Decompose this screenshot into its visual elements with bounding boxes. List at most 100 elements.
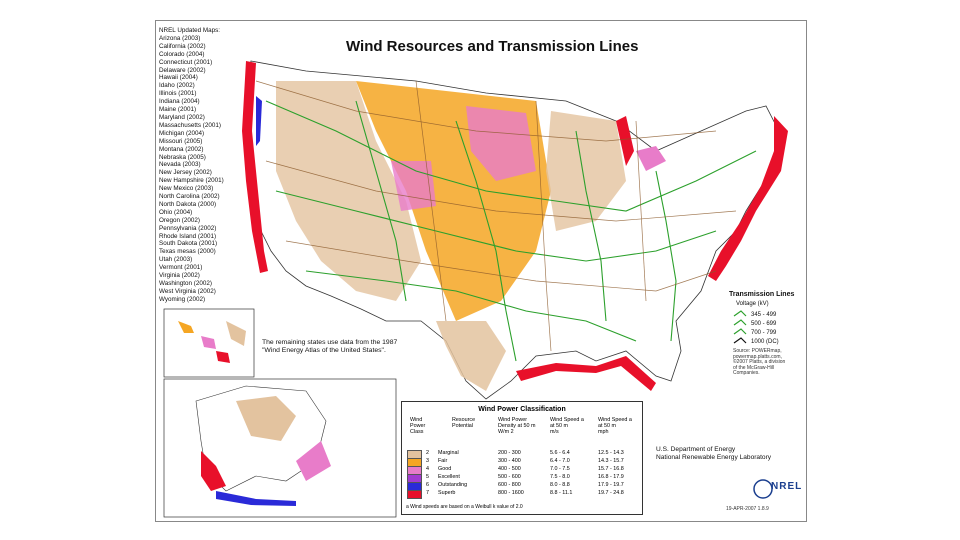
updated-state-item: Colorado (2004) (159, 50, 205, 58)
wpc-speed-mph: 12.5 - 14.3 (598, 450, 624, 456)
updated-state-item: California (2002) (159, 42, 206, 50)
map-title: Wind Resources and Transmission Lines (346, 38, 639, 55)
updated-state-item: Missouri (2005) (159, 137, 203, 145)
wpc-header-speed-ms: Wind Speed a at 50 m m/s (550, 417, 584, 435)
updated-state-item: New Mexico (2003) (159, 185, 214, 193)
wpc-potential: Marginal (438, 450, 459, 456)
updated-state-item: West Virginia (2002) (159, 287, 216, 295)
agency-line: National Renewable Energy Laboratory (656, 454, 772, 461)
updated-state-item: Connecticut (2001) (159, 58, 213, 66)
header-line: W/m 2 (498, 429, 514, 435)
updated-state-item: Hawaii (2004) (159, 74, 198, 82)
us-wind-map (163, 60, 788, 518)
updated-state-item: Delaware (2002) (159, 66, 206, 74)
superb-zone-gulf (516, 356, 656, 391)
wpc-speed-ms: 5.6 - 6.4 (550, 450, 570, 456)
wpc-speed-ms: 8.8 - 11.1 (550, 490, 573, 496)
wpc-density: 300 - 400 (498, 458, 521, 464)
remaining-states-note: The remaining states use data from the 1… (262, 339, 397, 355)
source-line: powermap.platts.com, (733, 353, 782, 360)
wpc-speed-ms: 8.0 - 8.8 (550, 482, 570, 488)
updated-state-item: Montana (2002) (159, 145, 204, 153)
updated-state-item: New Hampshire (2001) (159, 177, 224, 185)
marginal-zone-west (276, 81, 421, 301)
wpc-potential: Superb (438, 490, 456, 496)
updated-state-item: Michigan (2004) (159, 129, 205, 137)
updated-state-item: North Carolina (2002) (159, 193, 220, 201)
transmission-source: Source: POWERmap, powermap.platts.com, ©… (733, 348, 786, 377)
wpc-density: 500 - 600 (498, 474, 521, 480)
transmission-voltage-label: Voltage (kV) (736, 301, 769, 307)
wind-power-classification-table: Wind Power Classification Wind Power Cla… (401, 401, 643, 515)
header-line: at 50 m (550, 423, 568, 429)
updated-state-item: Ohio (2004) (159, 208, 193, 216)
map-figure: Wind Resources and Transmission Lines NR… (155, 20, 807, 522)
header-line: mph (598, 429, 609, 435)
outstanding-zone-pacific (256, 96, 262, 146)
updated-state-item: Wyoming (2002) (159, 295, 206, 303)
wpc-class: 6 (426, 482, 429, 488)
wpc-speed-mph: 17.9 - 19.7 (598, 482, 624, 488)
wpc-class: 5 (426, 474, 429, 480)
updated-state-item: Utah (2003) (159, 256, 193, 264)
updated-state-item: South Dakota (2001) (159, 240, 218, 248)
header-line: m/s (550, 429, 559, 435)
road-network (255, 80, 737, 352)
updated-state-item: North Dakota (2000) (159, 200, 217, 208)
wpc-header-class: Wind Power Class (410, 417, 425, 435)
states-list: Arizona (2003) California (2002) Colorado … (159, 35, 224, 304)
updated-state-item: New Jersey (2002) (159, 169, 212, 177)
wpc-speed-ms: 7.0 - 7.5 (550, 466, 570, 472)
updated-state-item: Indiana (2004) (159, 98, 200, 106)
nrel-logo-text: NREL (771, 481, 803, 492)
transmission-row: 1000 (DC) (751, 339, 779, 345)
header-line: at 50 m (598, 423, 616, 429)
updated-state-item: Massachusetts (2001) (159, 121, 221, 129)
agency-credit: U.S. Department of Energy National Renew… (656, 446, 771, 462)
updated-state-item: Texas mesas (2000) (159, 248, 216, 256)
updated-maps-list: NREL Updated Maps: Arizona (2003) Califor… (159, 27, 224, 304)
header-line: Wind Speed a (598, 417, 632, 423)
transmission-row: 345 - 499 (751, 312, 777, 318)
wpc-speed-mph: 15.7 - 16.8 (598, 466, 624, 472)
source-line: ©2007 Platts, a division (733, 359, 786, 366)
header-line: Resource (452, 417, 476, 423)
nrel-logo-icon (753, 479, 773, 499)
wpc-density: 600 - 800 (498, 482, 521, 488)
wpc-speed-ms: 7.5 - 8.0 (550, 474, 570, 480)
good-zone-great-lakes (636, 146, 666, 171)
wpc-speed-mph: 14.3 - 15.7 (598, 458, 624, 464)
remaining-note-line: The remaining states use data from the 1… (262, 339, 398, 346)
updated-state-item: Maine (2001) (159, 106, 197, 114)
wpc-speed-mph: 19.7 - 24.8 (598, 490, 624, 496)
wpc-class: 3 (426, 458, 429, 464)
updated-state-item: Nebraska (2005) (159, 153, 206, 161)
wpc-potential: Good (438, 466, 452, 472)
updated-state-item: Washington (2002) (159, 280, 212, 287)
header-line: Potential (452, 423, 473, 429)
updated-state-item: Illinois (2001) (159, 90, 197, 98)
wpc-class: 2 (426, 450, 429, 456)
transmission-row: 500 - 699 (751, 321, 777, 327)
updated-state-item: Idaho (2002) (159, 82, 195, 90)
wpc-potential: Outstanding (438, 482, 468, 488)
alaska-superb-zone (201, 451, 226, 491)
wpc-potential: Fair (438, 458, 448, 464)
header-line: Density at 50 m (498, 423, 536, 429)
wpc-header-potential: Resource Potential (452, 417, 475, 429)
transmission-lines (265, 100, 757, 362)
wpc-header-speed-mph: Wind Speed a at 50 m mph (598, 417, 632, 435)
wpc-class: 4 (426, 466, 429, 472)
wpc-speed-mph: 16.8 - 17.9 (598, 474, 624, 480)
map-date: 19-APR-2007 1.8.9 (726, 506, 769, 512)
updated-state-item: Vermont (2001) (159, 264, 203, 272)
header-line: Class (410, 429, 424, 435)
header-line: Power (410, 423, 426, 429)
header-line: Wind Speed a (550, 417, 584, 423)
wpc-title: Wind Power Classification (478, 406, 566, 413)
source-line: Source: POWERmap, (733, 348, 782, 354)
transmission-row: 700 - 799 (751, 330, 777, 336)
source-line: Companies. (733, 370, 760, 377)
superb-zone-atlantic (708, 116, 788, 281)
marginal-zone-texas (436, 321, 506, 391)
